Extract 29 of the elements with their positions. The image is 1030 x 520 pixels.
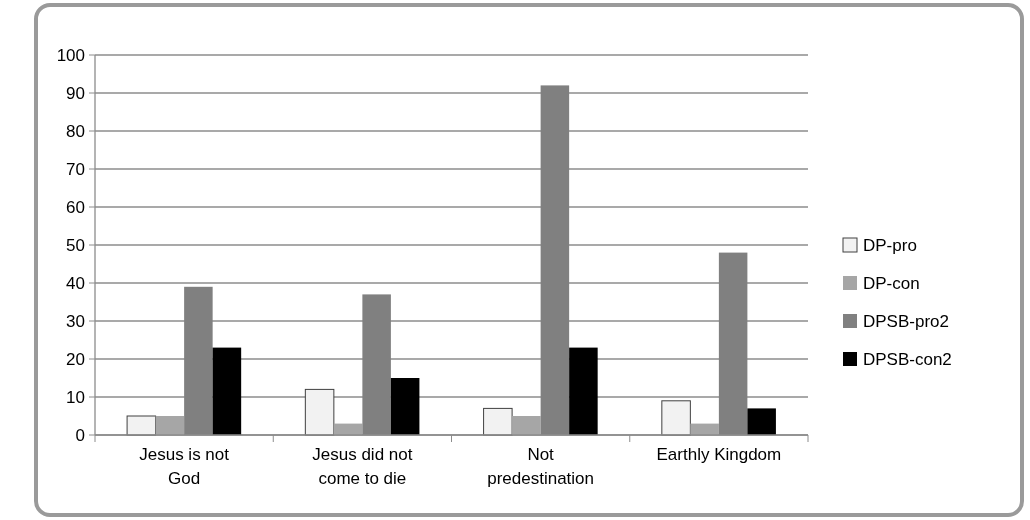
bar	[212, 347, 242, 435]
y-tick-label: 50	[66, 235, 85, 255]
x-tick-label: Earthly Kingdom	[656, 445, 782, 464]
bar	[512, 416, 541, 435]
x-tick-label: Not predestination	[487, 445, 595, 488]
y-tick-label: 30	[66, 311, 85, 331]
y-tick-label: 40	[66, 273, 85, 293]
y-tick-label: 80	[66, 121, 85, 141]
y-tick-label: 20	[66, 349, 85, 369]
legend-label: DP-pro	[863, 235, 917, 255]
x-tick-label: Jesus did not come to die	[312, 445, 413, 488]
y-tick-label: 90	[66, 83, 85, 103]
legend-label: DPSB-pro2	[863, 311, 949, 331]
y-tick-label: 0	[75, 425, 85, 445]
bar	[155, 416, 185, 435]
x-tick-label: Jesus is not God	[139, 445, 230, 488]
y-tick-label: 70	[66, 159, 85, 179]
y-tick-label: 100	[56, 45, 85, 65]
bar	[390, 378, 420, 435]
bar	[126, 415, 157, 436]
bar	[747, 408, 776, 435]
bar	[304, 388, 335, 436]
legend-label: DPSB-con2	[863, 349, 952, 369]
y-tick-label: 10	[66, 387, 85, 407]
y-tick-label: 60	[66, 197, 85, 217]
bar	[483, 407, 513, 436]
bar	[661, 400, 691, 436]
legend-label: DP-con	[863, 273, 920, 293]
bar	[569, 347, 598, 435]
